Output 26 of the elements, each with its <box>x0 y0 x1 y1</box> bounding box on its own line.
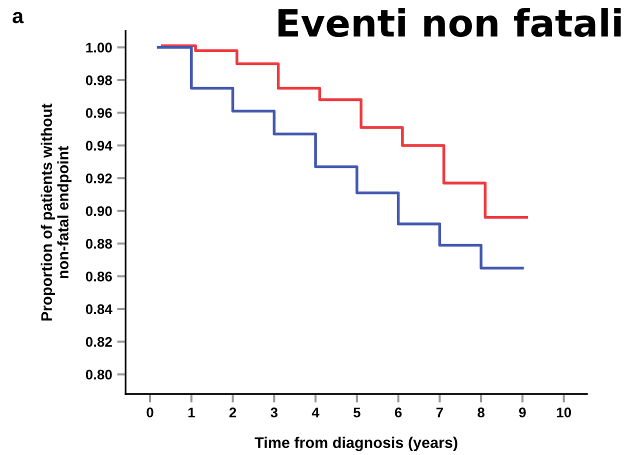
y-tick-label: 0.98 <box>86 75 112 86</box>
y-tick-label: 0.82 <box>86 337 112 347</box>
x-tick-label: 1 <box>188 408 195 418</box>
x-tick-label: 6 <box>394 408 402 418</box>
x-tick-label: 10 <box>556 408 571 418</box>
text: a <box>12 12 24 24</box>
x-tick-label: 3 <box>270 408 278 418</box>
y-tick-label: 0.92 <box>86 173 112 184</box>
x-tick-label: 4 <box>312 408 320 418</box>
x-tick-label: 9 <box>519 408 526 418</box>
x-tick-label: 7 <box>436 408 443 418</box>
x-tick-label: 5 <box>353 408 360 418</box>
y-axis-title: Proportion of patients without non-fatal endpoint <box>40 104 72 321</box>
x-tick-label: 2 <box>229 408 236 418</box>
y-tick-label: 0.80 <box>86 370 112 380</box>
y-tick-label: 1.00 <box>86 42 112 53</box>
x-tick-label: 8 <box>478 408 484 418</box>
y-tick-label: 0.86 <box>86 272 112 282</box>
y-tick-label: 0.90 <box>86 206 112 216</box>
x-tick-label: 0 <box>146 408 154 418</box>
y-tick-label: 0.94 <box>86 140 112 151</box>
y-tick-label: 0.84 <box>86 304 112 314</box>
y-tick-label: 0.88 <box>86 238 112 249</box>
y-tick-label: 0.96 <box>86 108 112 118</box>
chart-title: Eventi non fatali <box>278 8 621 38</box>
x-axis-title: Time from diagnosis (years) <box>254 436 458 452</box>
